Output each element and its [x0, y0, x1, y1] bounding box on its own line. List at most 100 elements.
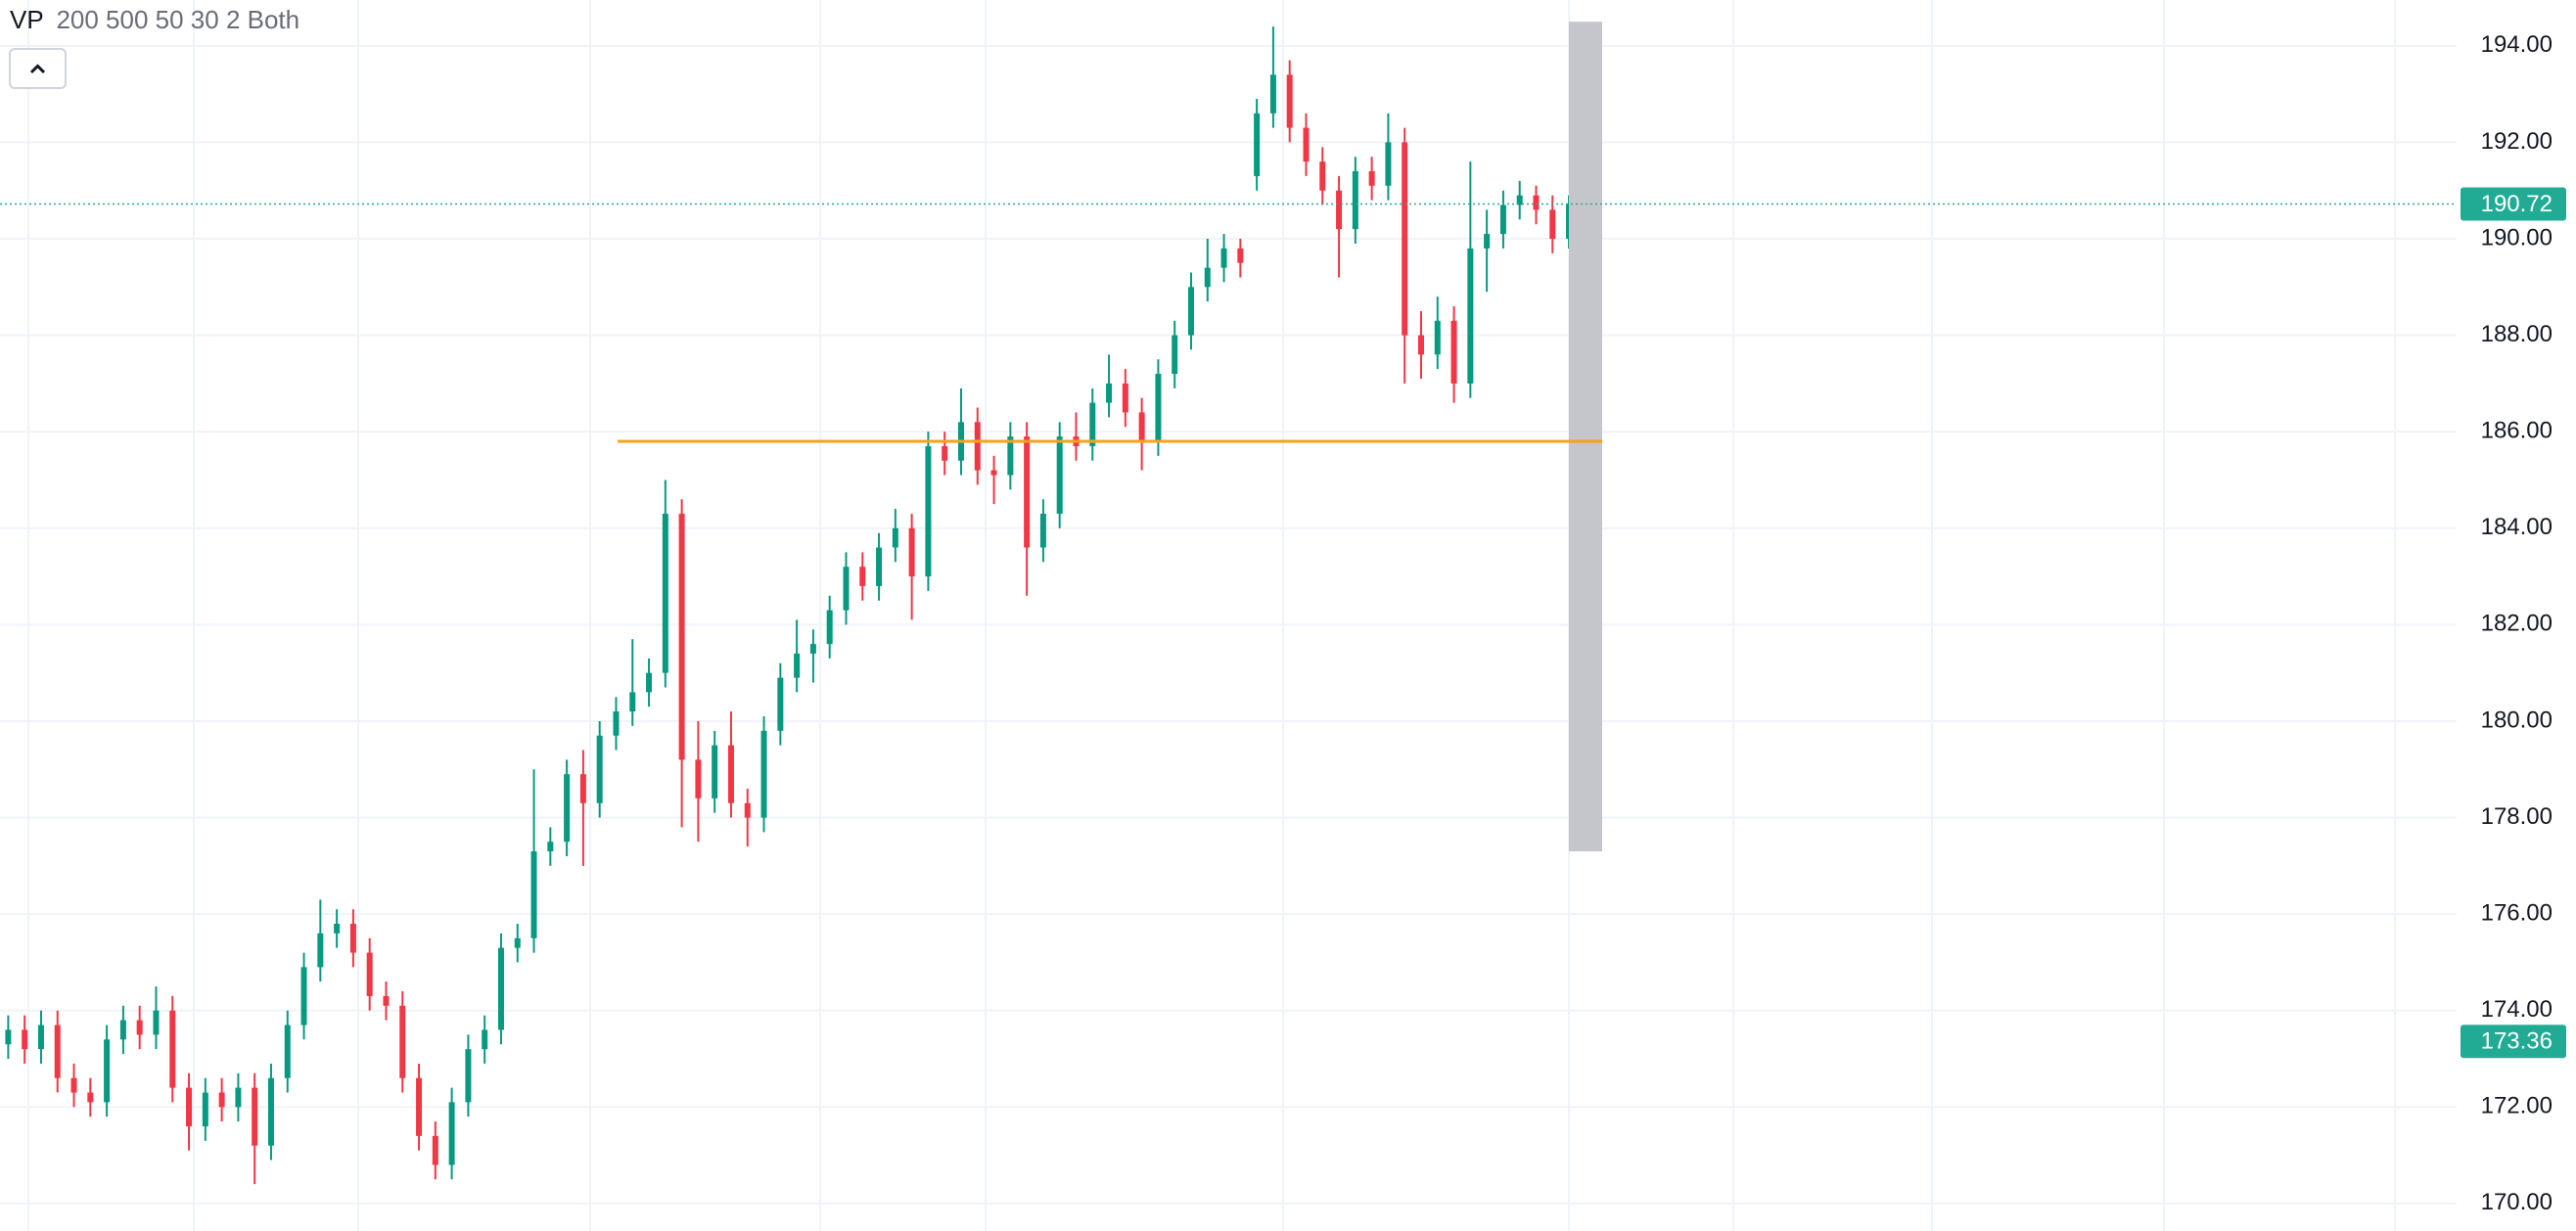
candle-body — [1286, 74, 1293, 128]
candle-body — [1417, 335, 1424, 355]
indicator-name: VP — [10, 5, 43, 34]
candle-body — [662, 513, 668, 673]
candle-body — [37, 1025, 44, 1050]
candle-body — [843, 567, 850, 611]
candle-body — [564, 774, 571, 843]
y-tick-label: 190.00 — [2481, 224, 2553, 251]
candle-body — [809, 644, 816, 654]
caret-icon — [29, 64, 46, 74]
candle-body — [1402, 142, 1408, 336]
candle-body — [514, 937, 521, 948]
candle-body — [727, 745, 734, 803]
candle-body — [186, 1087, 193, 1127]
y-tick-label: 180.00 — [2481, 707, 2553, 733]
candle-body — [794, 653, 801, 678]
candle-body — [317, 933, 324, 968]
candle-body — [366, 952, 373, 996]
candle-body — [646, 672, 653, 693]
candle-body — [744, 802, 751, 818]
y-tick-label: 186.00 — [2481, 418, 2553, 444]
y-tick-label: 194.00 — [2481, 31, 2553, 58]
candle-body — [497, 947, 504, 1030]
y-tick-label: 184.00 — [2481, 514, 2553, 540]
candle-body — [1220, 248, 1227, 268]
candle-body — [1319, 161, 1326, 191]
candle-body — [202, 1092, 208, 1127]
candle-body — [613, 711, 620, 736]
candle-body — [349, 923, 356, 953]
candle-body — [678, 513, 685, 760]
candle-body — [22, 1029, 28, 1050]
candle-body — [876, 547, 883, 586]
y-tick-label: 174.00 — [2481, 996, 2553, 1023]
y-tick-label: 172.00 — [2481, 1093, 2553, 1119]
candle-body — [1499, 205, 1506, 235]
candle-body — [448, 1102, 455, 1165]
button-frame[interactable] — [9, 48, 67, 89]
candle-body — [1254, 113, 1261, 176]
price-axis: 170.00 172.00 174.00 176.00 178.00 180.00 182.… — [2461, 31, 2566, 1215]
candle-body — [1533, 195, 1540, 210]
candle-body — [1450, 320, 1457, 384]
candle-body — [1336, 190, 1343, 230]
volume-profile — [1569, 22, 1602, 852]
candle-body — [908, 527, 915, 577]
price-badge-label: 190.72 — [2481, 191, 2553, 217]
candle-body — [1056, 436, 1063, 514]
candle-body — [1237, 248, 1244, 263]
candle-body — [925, 445, 932, 577]
candle-body — [1007, 436, 1014, 476]
candle-body — [1467, 248, 1474, 384]
candle-body — [942, 445, 948, 461]
y-tick-label: 192.00 — [2481, 128, 2553, 155]
candle-body — [218, 1092, 225, 1108]
candle-body — [169, 1010, 176, 1088]
candle-body — [482, 1029, 488, 1050]
candle-body — [1516, 195, 1523, 205]
candle-body — [284, 1025, 291, 1078]
candle-body — [416, 1077, 423, 1136]
y-tick-label: 170.00 — [2481, 1189, 2553, 1215]
candle-body — [1303, 127, 1310, 162]
candle-body — [974, 422, 981, 471]
candle-body — [1385, 142, 1392, 186]
collapse-button[interactable] — [9, 48, 67, 89]
candle-body — [1122, 383, 1128, 413]
candle-body — [892, 527, 898, 548]
candle-body — [1549, 209, 1556, 240]
candle-body — [87, 1092, 94, 1103]
candle-body — [1106, 383, 1113, 403]
candle-body — [1204, 267, 1211, 288]
candle-body — [1155, 374, 1162, 442]
candle-body — [1484, 234, 1491, 249]
candle-body — [695, 759, 702, 798]
candle-body — [760, 730, 767, 818]
candle-body — [54, 1025, 61, 1078]
candle-body — [629, 692, 636, 712]
candle-body — [547, 842, 554, 852]
indicator-params: 200 500 50 30 2 Both — [56, 5, 299, 34]
candle-body — [136, 1020, 143, 1035]
candle-body — [104, 1039, 111, 1103]
candle-body — [1172, 335, 1178, 375]
candle-body — [1269, 74, 1276, 114]
candle-body — [1434, 320, 1441, 355]
candle-body — [596, 735, 603, 803]
candle-body — [252, 1087, 258, 1146]
candle-body — [859, 567, 866, 586]
candle-body — [383, 995, 390, 1006]
y-tick-label: 178.00 — [2481, 803, 2553, 830]
indicator-legend: VP 200 500 50 30 2 Both — [10, 5, 299, 34]
candle-body — [235, 1087, 242, 1108]
price-badge — [2461, 1025, 2566, 1059]
candle-body — [399, 1005, 406, 1078]
price-badge-label: 173.36 — [2481, 1028, 2553, 1055]
candle-body — [334, 923, 341, 934]
candle-body — [1089, 402, 1096, 446]
candle-body — [1352, 170, 1358, 230]
y-tick-label: 176.00 — [2481, 899, 2553, 926]
candle-body — [1138, 412, 1145, 442]
candle-body — [70, 1077, 77, 1093]
candle-body — [826, 610, 833, 645]
